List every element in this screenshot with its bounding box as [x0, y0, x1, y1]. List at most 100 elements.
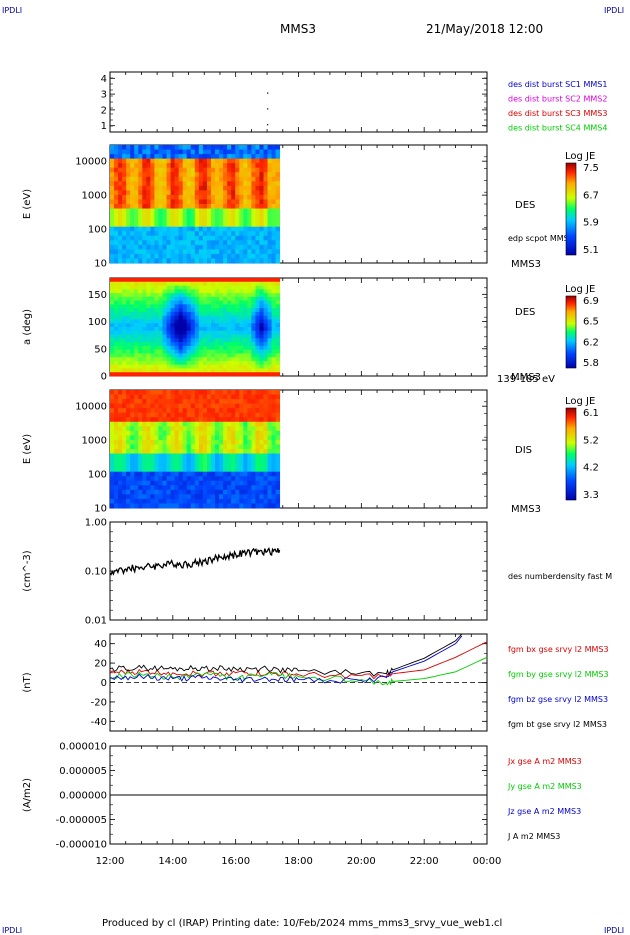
heatmap-cell — [150, 296, 155, 302]
heatmap-cell — [194, 293, 200, 298]
heatmap-cell — [223, 399, 228, 405]
heatmap-cell — [190, 226, 196, 232]
heatmap-cell — [158, 319, 163, 324]
heatmap-cell — [275, 213, 281, 219]
heatmap-cell — [134, 435, 139, 441]
spacecraft-label: MMS3 — [511, 259, 541, 270]
heatmap-cell — [114, 281, 119, 286]
heatmap-cell — [146, 334, 151, 339]
heatmap-cell — [239, 327, 244, 332]
heatmap-cell — [130, 338, 135, 343]
heatmap-cell — [126, 349, 131, 354]
heatmap-cell — [219, 338, 224, 343]
heatmap-cell — [146, 199, 151, 205]
heatmap-cell — [138, 399, 143, 405]
heatmap-cell — [202, 390, 208, 395]
heatmap-cell — [150, 149, 155, 155]
heatmap-cell — [202, 308, 208, 313]
heatmap-cell — [235, 476, 240, 482]
heatmap-cell — [122, 467, 127, 473]
heatmap-cell — [182, 364, 188, 369]
heatmap-cell — [210, 240, 216, 246]
heatmap-cell — [178, 349, 184, 354]
heatmap-cell — [122, 176, 127, 182]
heatmap-cell — [271, 327, 277, 332]
heatmap-cell — [162, 289, 167, 294]
heatmap-cell — [190, 149, 196, 155]
heatmap-cell — [247, 213, 252, 219]
heatmap-cell — [174, 167, 180, 173]
heatmap-cell — [114, 480, 119, 486]
heatmap-cell — [259, 213, 264, 219]
heatmap-cell — [267, 311, 272, 317]
heatmap-cell — [142, 185, 147, 191]
heatmap-cell — [235, 462, 240, 468]
heatmap-cell — [215, 480, 220, 486]
corner-label-top-left: IPDLI — [2, 6, 23, 15]
heatmap-cell — [186, 360, 192, 366]
heatmap-cell — [259, 498, 264, 504]
heatmap-cell — [223, 158, 228, 164]
heatmap-cell — [150, 185, 155, 191]
heatmap-cell — [198, 281, 204, 286]
heatmap-cell — [162, 308, 167, 313]
heatmap-cell — [130, 176, 135, 182]
heatmap-cell — [134, 417, 139, 423]
heatmap-cell — [186, 421, 192, 427]
heatmap-cell — [202, 199, 208, 205]
heatmap-cell — [110, 289, 115, 294]
heatmap-cell — [231, 217, 236, 223]
heatmap-cell — [162, 353, 167, 358]
heatmap-cells-1 — [110, 145, 281, 264]
heatmap-cell — [178, 364, 184, 369]
heatmap-cell — [206, 480, 212, 486]
heatmap-cell — [142, 296, 147, 302]
heatmap-cell — [239, 498, 244, 504]
heatmap-cell — [219, 323, 224, 328]
heatmap-cell — [198, 435, 204, 441]
heatmap-cell — [194, 349, 200, 354]
heatmap-cell — [215, 240, 220, 246]
heatmap-cell — [154, 158, 159, 164]
heatmap-cell — [130, 304, 135, 309]
heatmap-cell — [263, 338, 268, 343]
colorbar-tick-label: 5.9 — [583, 218, 599, 229]
heatmap-cell — [122, 489, 127, 495]
heatmap-cell — [190, 296, 196, 302]
heatmap-cell — [259, 217, 264, 223]
heatmap-cell — [154, 349, 159, 354]
heatmap-cell — [114, 494, 119, 500]
heatmap-cell — [206, 293, 212, 298]
heatmap-cell — [219, 285, 224, 290]
heatmap-cell — [114, 235, 119, 241]
heatmap-cell — [170, 176, 176, 182]
heatmap-cell — [158, 345, 163, 351]
heatmap-cell — [271, 285, 277, 290]
heatmap-cell — [150, 408, 155, 414]
heatmap-cell — [219, 208, 224, 214]
heatmap-cell — [243, 485, 248, 491]
heatmap-cell — [206, 368, 212, 373]
heatmap-cell — [186, 323, 192, 328]
heatmap-cell — [162, 199, 167, 205]
heatmap-cell — [114, 167, 119, 173]
heatmap-cell — [215, 208, 220, 214]
heatmap-cell — [190, 145, 196, 150]
y-tick-label: 2 — [101, 105, 107, 116]
heatmap-cell — [130, 421, 135, 427]
heatmap-cell — [263, 330, 268, 335]
heatmap-cell — [154, 149, 159, 155]
heatmap-cell — [206, 357, 212, 362]
heatmap-cell — [186, 476, 192, 482]
heatmap-cell — [154, 435, 159, 441]
heatmap-cell — [178, 231, 184, 237]
heatmap-cell — [130, 471, 135, 477]
heatmap-cell — [186, 253, 192, 259]
heatmap-cell — [271, 199, 277, 205]
heatmap-cell — [194, 408, 200, 414]
heatmap-cell — [235, 330, 240, 335]
heatmap-cell — [170, 412, 176, 418]
heatmap-cell — [154, 222, 159, 228]
heatmap-cell — [114, 430, 119, 436]
heatmap-cell — [182, 426, 188, 432]
